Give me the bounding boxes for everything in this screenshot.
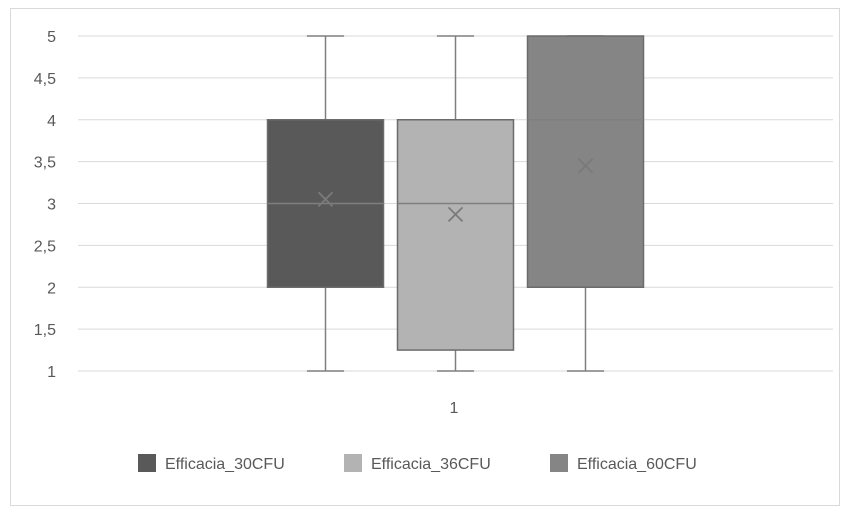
legend-swatch: [550, 454, 568, 472]
mean-marker: [317, 191, 334, 207]
mean-marker: [447, 206, 464, 223]
interquartile-box: [526, 35, 645, 288]
legend-label: Efficacia_36CFU: [371, 456, 491, 473]
y-tick-label: 4: [47, 113, 56, 130]
y-tick-label: 1: [47, 364, 56, 381]
legend-label: Efficacia_60CFU: [577, 456, 697, 473]
legend: Efficacia_30CFU Efficacia_36CFU Efficacia_…: [138, 454, 697, 473]
legend-swatch: [344, 454, 362, 472]
legend-swatch: [138, 454, 156, 472]
y-tick-label: 2: [47, 280, 56, 297]
y-tick-label: 5: [47, 29, 56, 46]
box-efficacia-60cfu: [526, 35, 645, 372]
interquartile-box: [396, 119, 515, 351]
y-axis-tick-labels: 1 1,5 2 2,5 3 3,5 4 4,5 5: [34, 29, 56, 381]
box-series: [266, 35, 645, 372]
y-tick-label: 3: [47, 197, 56, 214]
box-efficacia-30cfu: [266, 35, 385, 372]
mean-marker: [577, 158, 594, 174]
y-tick-label: 2,5: [34, 238, 56, 255]
x-axis-tick-label: 1: [450, 400, 459, 417]
y-tick-label: 1,5: [34, 322, 56, 339]
y-tick-label: 3,5: [34, 155, 56, 172]
legend-label: Efficacia_30CFU: [165, 456, 285, 473]
y-tick-label: 4,5: [34, 71, 56, 88]
box-efficacia-36cfu: [396, 35, 515, 372]
